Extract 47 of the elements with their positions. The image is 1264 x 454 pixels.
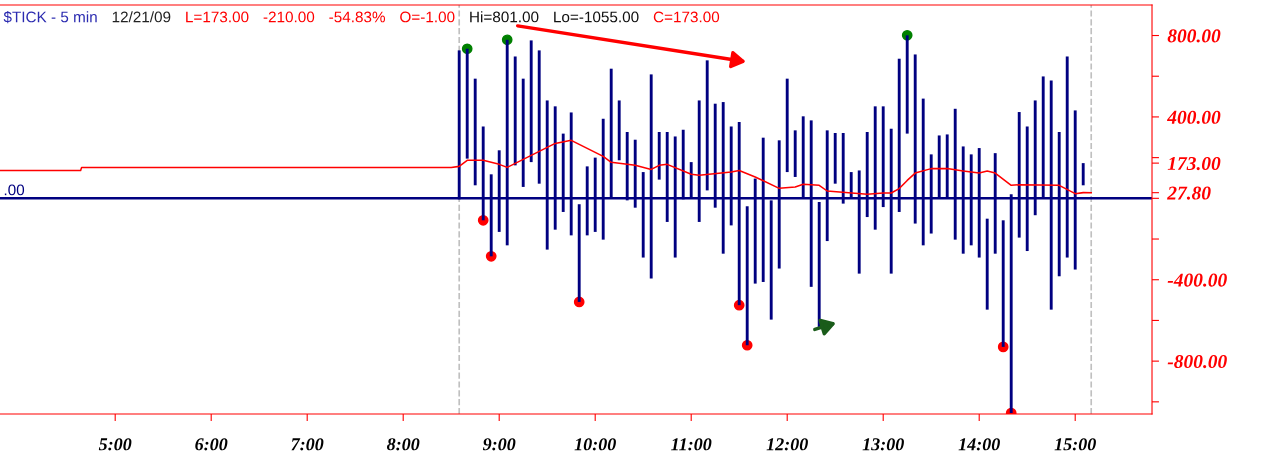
bar	[513, 56, 517, 166]
x-tick-label: 13:00	[862, 438, 904, 451]
bar	[785, 78, 789, 173]
x-tick-label: 12:00	[766, 438, 808, 451]
chart-subtitle: 12/21/09	[112, 11, 171, 23]
x-tick-label: 9:00	[482, 438, 516, 451]
y-tick-label: -800.00	[1167, 354, 1227, 369]
annotation: O=-1.00	[400, 11, 455, 23]
bar	[833, 133, 837, 184]
chart-title: $TICK - 5 min	[3, 10, 97, 24]
x-tick-label: 8:00	[386, 438, 420, 451]
annotation: Hi=801.00	[470, 11, 539, 23]
x-tick-label: 14:00	[958, 438, 1000, 451]
x-tick-label: 7:00	[291, 438, 324, 451]
bar	[473, 78, 477, 186]
ref-line-label: .00	[4, 184, 25, 196]
bar	[617, 100, 621, 161]
bar	[1001, 220, 1005, 347]
annotation: C=173.00	[653, 11, 720, 23]
bar	[537, 50, 541, 184]
annotation: -210.00	[263, 11, 315, 23]
y-tick-label: 27.80	[1167, 186, 1211, 200]
y-tick-label: 400.00	[1166, 110, 1221, 124]
x-tick-label: 11:00	[671, 438, 712, 451]
bar	[905, 35, 909, 134]
bar	[1081, 163, 1085, 186]
annotation: -54.83%	[329, 11, 386, 23]
bar	[793, 130, 797, 177]
y-tick-label: -400.00	[1167, 273, 1227, 287]
bar	[985, 218, 989, 310]
line-series	[0, 139, 1092, 196]
x-tick-label: 10:00	[574, 438, 616, 451]
y-tick-label: 173.00	[1167, 156, 1221, 171]
annotation: Lo=-1055.00	[554, 11, 639, 23]
bar	[657, 131, 661, 180]
annotation: L=173.00	[186, 11, 249, 23]
x-tick-label: 5:00	[98, 438, 132, 451]
bar	[577, 204, 581, 302]
bar	[465, 48, 469, 159]
x-tick-label: 15:00	[1054, 438, 1096, 451]
x-tick-label: 6:00	[195, 438, 228, 451]
bar	[521, 78, 525, 187]
bar	[745, 206, 749, 346]
bar	[705, 60, 709, 191]
bar	[817, 201, 821, 327]
y-tick-label: 800.00	[1167, 29, 1221, 43]
bar	[529, 40, 533, 163]
